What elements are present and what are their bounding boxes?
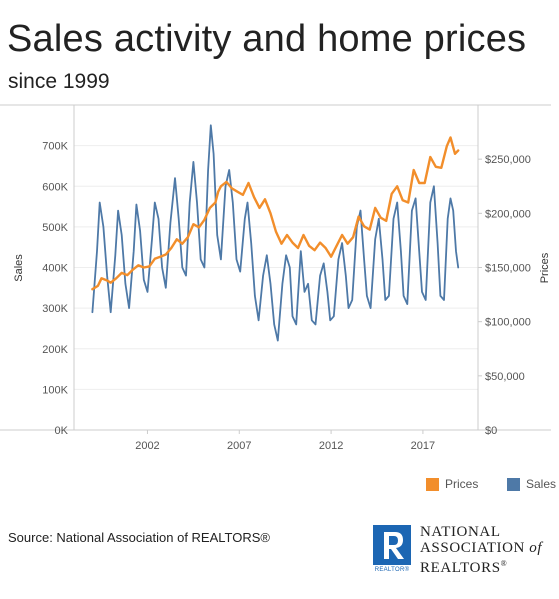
x-tick-label: 2017 (411, 440, 435, 452)
y-right-axis-title: Prices (539, 252, 551, 283)
chart-title: Sales activity and home prices (7, 18, 527, 60)
y-left-axis-title: Sales (13, 254, 25, 282)
y-left-tick-label: 200K (42, 344, 68, 356)
line-chart: 0K 100K 200K 300K 400K 500K 600K 700K $0 $50,000 $… (0, 104, 551, 452)
legend-item-sales[interactable]: Sales (507, 477, 556, 491)
x-tick-label: 2002 (135, 440, 159, 452)
y-right-tick-label: $250,000 (485, 154, 531, 166)
y-right-tick-label: $200,000 (485, 208, 531, 220)
y-right-tick-label: $100,000 (485, 317, 531, 329)
legend-swatch-prices (426, 477, 439, 491)
nar-logo: REALTOR® NATIONAL ASSOCIATION of REALTORS® (373, 524, 553, 577)
y-left-tick-label: 700K (42, 141, 68, 153)
x-tick-label: 2012 (319, 440, 343, 452)
logo-wordmark: NATIONAL ASSOCIATION of REALTORS® (420, 524, 543, 576)
y-right-tick-label: $150,000 (485, 263, 531, 275)
y-left-tick-label: 600K (42, 181, 68, 193)
x-tick-label: 2007 (227, 440, 251, 452)
series-line-prices (91, 136, 460, 291)
y-left-tick-label: 300K (42, 303, 68, 315)
y-left-tick-label: 400K (42, 263, 68, 275)
source-note: Source: National Association of REALTORS… (8, 530, 270, 545)
realtor-r-icon (373, 525, 411, 565)
y-left-tick-label: 500K (42, 222, 68, 234)
legend-item-prices[interactable]: Prices (426, 477, 478, 491)
legend-label-prices: Prices (445, 477, 479, 491)
y-right-tick-label: $0 (485, 425, 497, 437)
chart-subtitle: since 1999 (8, 70, 110, 93)
y-right-tick-label: $50,000 (485, 371, 525, 383)
y-left-tick-label: 100K (42, 384, 68, 396)
series-line-sales (91, 124, 460, 342)
y-left-tick-label: 0K (55, 425, 69, 437)
legend-swatch-sales (507, 477, 520, 491)
logo-realtor-tag: REALTOR® (374, 567, 410, 573)
legend-label-sales: Sales (526, 477, 557, 491)
